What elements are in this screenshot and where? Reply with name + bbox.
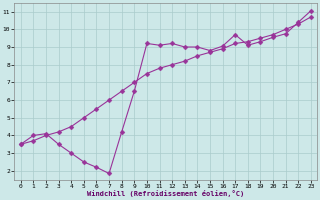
- X-axis label: Windchill (Refroidissement éolien,°C): Windchill (Refroidissement éolien,°C): [87, 190, 244, 197]
